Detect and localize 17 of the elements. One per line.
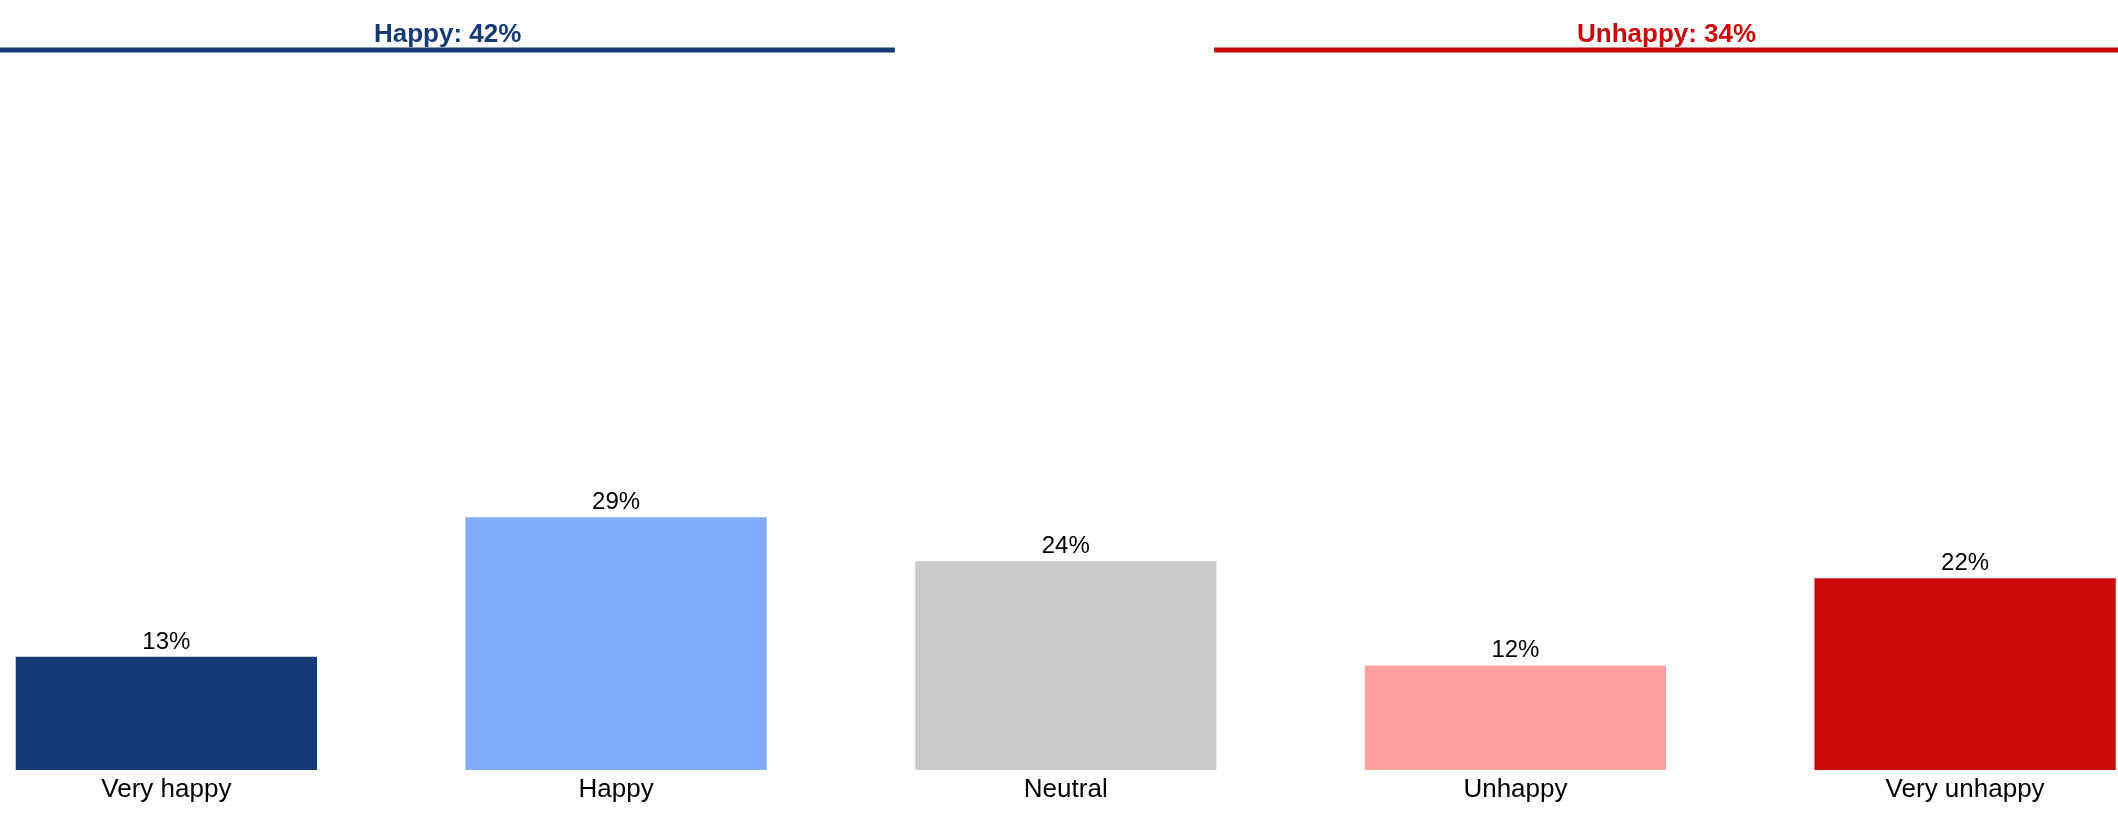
bar <box>465 517 767 770</box>
x-tick-label: Neutral <box>1023 773 1108 803</box>
data-label: 22% <box>1941 548 1990 576</box>
x-tick-label: Happy <box>578 773 654 803</box>
bar <box>1814 578 2116 770</box>
bar <box>1364 665 1667 770</box>
text: Happy: 42% <box>374 18 522 48</box>
data-label: 13% <box>142 626 191 654</box>
x-tick-label: Very happy <box>101 773 232 803</box>
x-tick-label: Very unhappy <box>1885 773 2045 803</box>
data-label: 29% <box>592 487 641 515</box>
data-label: 12% <box>1491 635 1540 663</box>
text: Unhappy: 34% <box>1577 18 1757 48</box>
data-label: 24% <box>1041 530 1090 558</box>
bar <box>15 656 318 770</box>
x-tick-label: Unhappy <box>1463 773 1568 803</box>
bar <box>915 560 1217 770</box>
